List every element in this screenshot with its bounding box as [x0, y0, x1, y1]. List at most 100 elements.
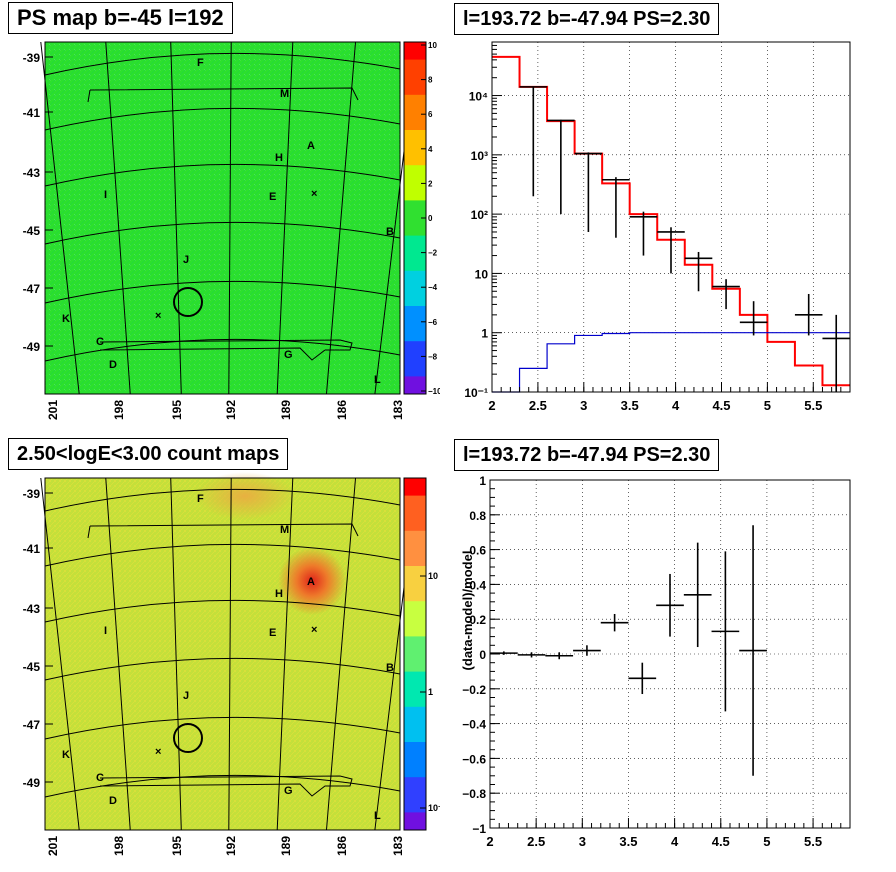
colorbar-cell	[404, 601, 426, 611]
region-label: E	[269, 627, 276, 639]
colorbar-cell	[404, 768, 426, 778]
model-step-line	[492, 332, 850, 393]
x-tick-label: 2	[488, 398, 495, 413]
colorbar-cell	[404, 314, 426, 325]
colorbar-cell	[404, 742, 426, 752]
colorbar-cell	[404, 262, 426, 272]
region-label: C	[96, 772, 104, 784]
y-tick-label: −1	[472, 822, 486, 836]
ps-map-plot: × × F M A H I E B J K CD G L -39 -41 -43 -45 -47 -49 201 198 1…	[23, 41, 440, 420]
lat-grid-line	[44, 163, 401, 187]
residual-plot: 2 2.5 3 3.5 4 4.5 5 5.5 −1 −0.8 −0.6 −0.4 −0.2 0 0.2 0.…	[460, 474, 851, 849]
lat-grid-line	[44, 599, 401, 623]
colorbar-cell	[404, 592, 426, 602]
plot-area	[492, 42, 850, 392]
region-boundary	[99, 775, 353, 797]
colorbar-cell	[404, 566, 426, 576]
colorbar-cell	[404, 513, 426, 523]
y-tick-label: −0.4	[462, 718, 486, 732]
colorbar-cell	[404, 715, 426, 725]
region-label: I	[104, 189, 107, 201]
colorbar-cell	[404, 350, 426, 360]
colorbar-cell	[404, 680, 426, 690]
colorbar-cell	[404, 235, 426, 245]
x-tick-label: 3	[580, 398, 587, 413]
colorbar-cell	[404, 486, 426, 497]
colorbar-tick-label: −10	[428, 387, 440, 396]
colorbar-cell	[404, 786, 426, 796]
count-map-title: 2.50<logE<3.00 count maps	[8, 438, 289, 470]
region-label: J	[183, 254, 189, 266]
colorbar-cell	[404, 94, 426, 105]
x-tick-label: 2.5	[529, 398, 547, 413]
lon-tick-label: 195	[170, 836, 184, 856]
colorbar-cell	[404, 539, 426, 549]
region-label: A	[307, 140, 315, 152]
colorbar-cell	[404, 724, 426, 734]
colorbar-cell	[404, 156, 426, 166]
colorbar-tick-label: 6	[428, 110, 433, 119]
colorbar-tick-label: 2	[428, 179, 433, 188]
colorbar-cell	[404, 244, 426, 254]
colorbar-cell	[404, 138, 426, 149]
lon-grid-line	[325, 477, 357, 831]
map-frame	[44, 477, 401, 831]
lon-tick-label: 198	[112, 836, 126, 856]
lon-tick-label: 183	[391, 400, 405, 420]
y-tick-label: 0.8	[469, 509, 486, 523]
lat-grid-line	[44, 543, 401, 567]
colorbar-cell	[404, 226, 426, 237]
count-map-plot: × × F M A H I E B J K CD G L -39 -41 -43 -45 -47 -49 201 198 1…	[23, 472, 440, 856]
lat-tick-label: -49	[23, 340, 41, 354]
colorbar-tick-label: 0	[428, 214, 433, 223]
lat-tick-label: -43	[23, 602, 41, 616]
region-label: F	[197, 57, 204, 69]
x-tick-label: 5	[763, 834, 770, 849]
count-map-panel: × × F M A H I E B J K C D G L -39 -41 -43 -45 -47 -49 201 198 1…	[0, 436, 440, 872]
x-tick-label: 2.5	[527, 834, 545, 849]
residual-panel: 2 2.5 3 3.5 4 4.5 5 5.5 −1 −0.8 −0.6 −0.4 −0.2 0 0.2 0.…	[448, 436, 896, 872]
y-tick-label: −0.8	[462, 787, 486, 801]
colorbar-tick-label: −6	[428, 318, 438, 327]
lat-grid-line	[44, 221, 401, 245]
y-tick-label: 0.6	[469, 544, 486, 558]
colorbar-cell	[404, 323, 426, 333]
lat-grid-line	[44, 107, 401, 131]
region-label: E	[269, 191, 276, 203]
lon-tick-label: 189	[279, 836, 293, 856]
colorbar-tick-label: −2	[428, 249, 438, 258]
colorbar-cell	[404, 689, 426, 699]
colorbar-cell	[404, 557, 426, 567]
source-marker: ×	[155, 746, 161, 758]
colorbar-cell	[404, 627, 426, 637]
colorbar-tick-label: 10⁻¹	[428, 803, 440, 813]
lat-tick-label: -43	[23, 166, 41, 180]
region-boundary	[99, 339, 353, 361]
y-tick-label: 0.2	[469, 613, 486, 627]
colorbar-cell	[404, 495, 426, 505]
x-tick-label: 5	[764, 398, 771, 413]
colorbar-cell	[404, 332, 426, 342]
region-label: G	[284, 349, 293, 361]
lon-grid-line	[276, 41, 294, 395]
lon-grid-line	[40, 477, 80, 831]
colorbar-cell	[404, 130, 426, 140]
lat-tick-label: -39	[23, 487, 41, 501]
region-label: K	[62, 749, 70, 761]
region-label: J	[183, 690, 189, 702]
colorbar-cell	[404, 270, 426, 281]
colorbar-cell	[404, 218, 426, 228]
ps-location-circle	[173, 287, 203, 317]
colorbar-cell	[404, 759, 426, 769]
colorbar-cell	[404, 68, 426, 78]
x-tick-label: 3.5	[621, 398, 639, 413]
residual-title: l=193.72 b=-47.94 PS=2.30	[454, 439, 720, 471]
y-tick-label: 1	[479, 474, 486, 488]
lat-grid-line	[44, 338, 401, 362]
lat-tick-label: -39	[23, 51, 41, 65]
colorbar-cell	[404, 200, 426, 210]
colorbar-cell	[404, 341, 426, 351]
colorbar-cell	[404, 548, 426, 558]
lon-tick-label: 186	[335, 400, 349, 420]
lat-tick-label: -41	[23, 106, 41, 120]
